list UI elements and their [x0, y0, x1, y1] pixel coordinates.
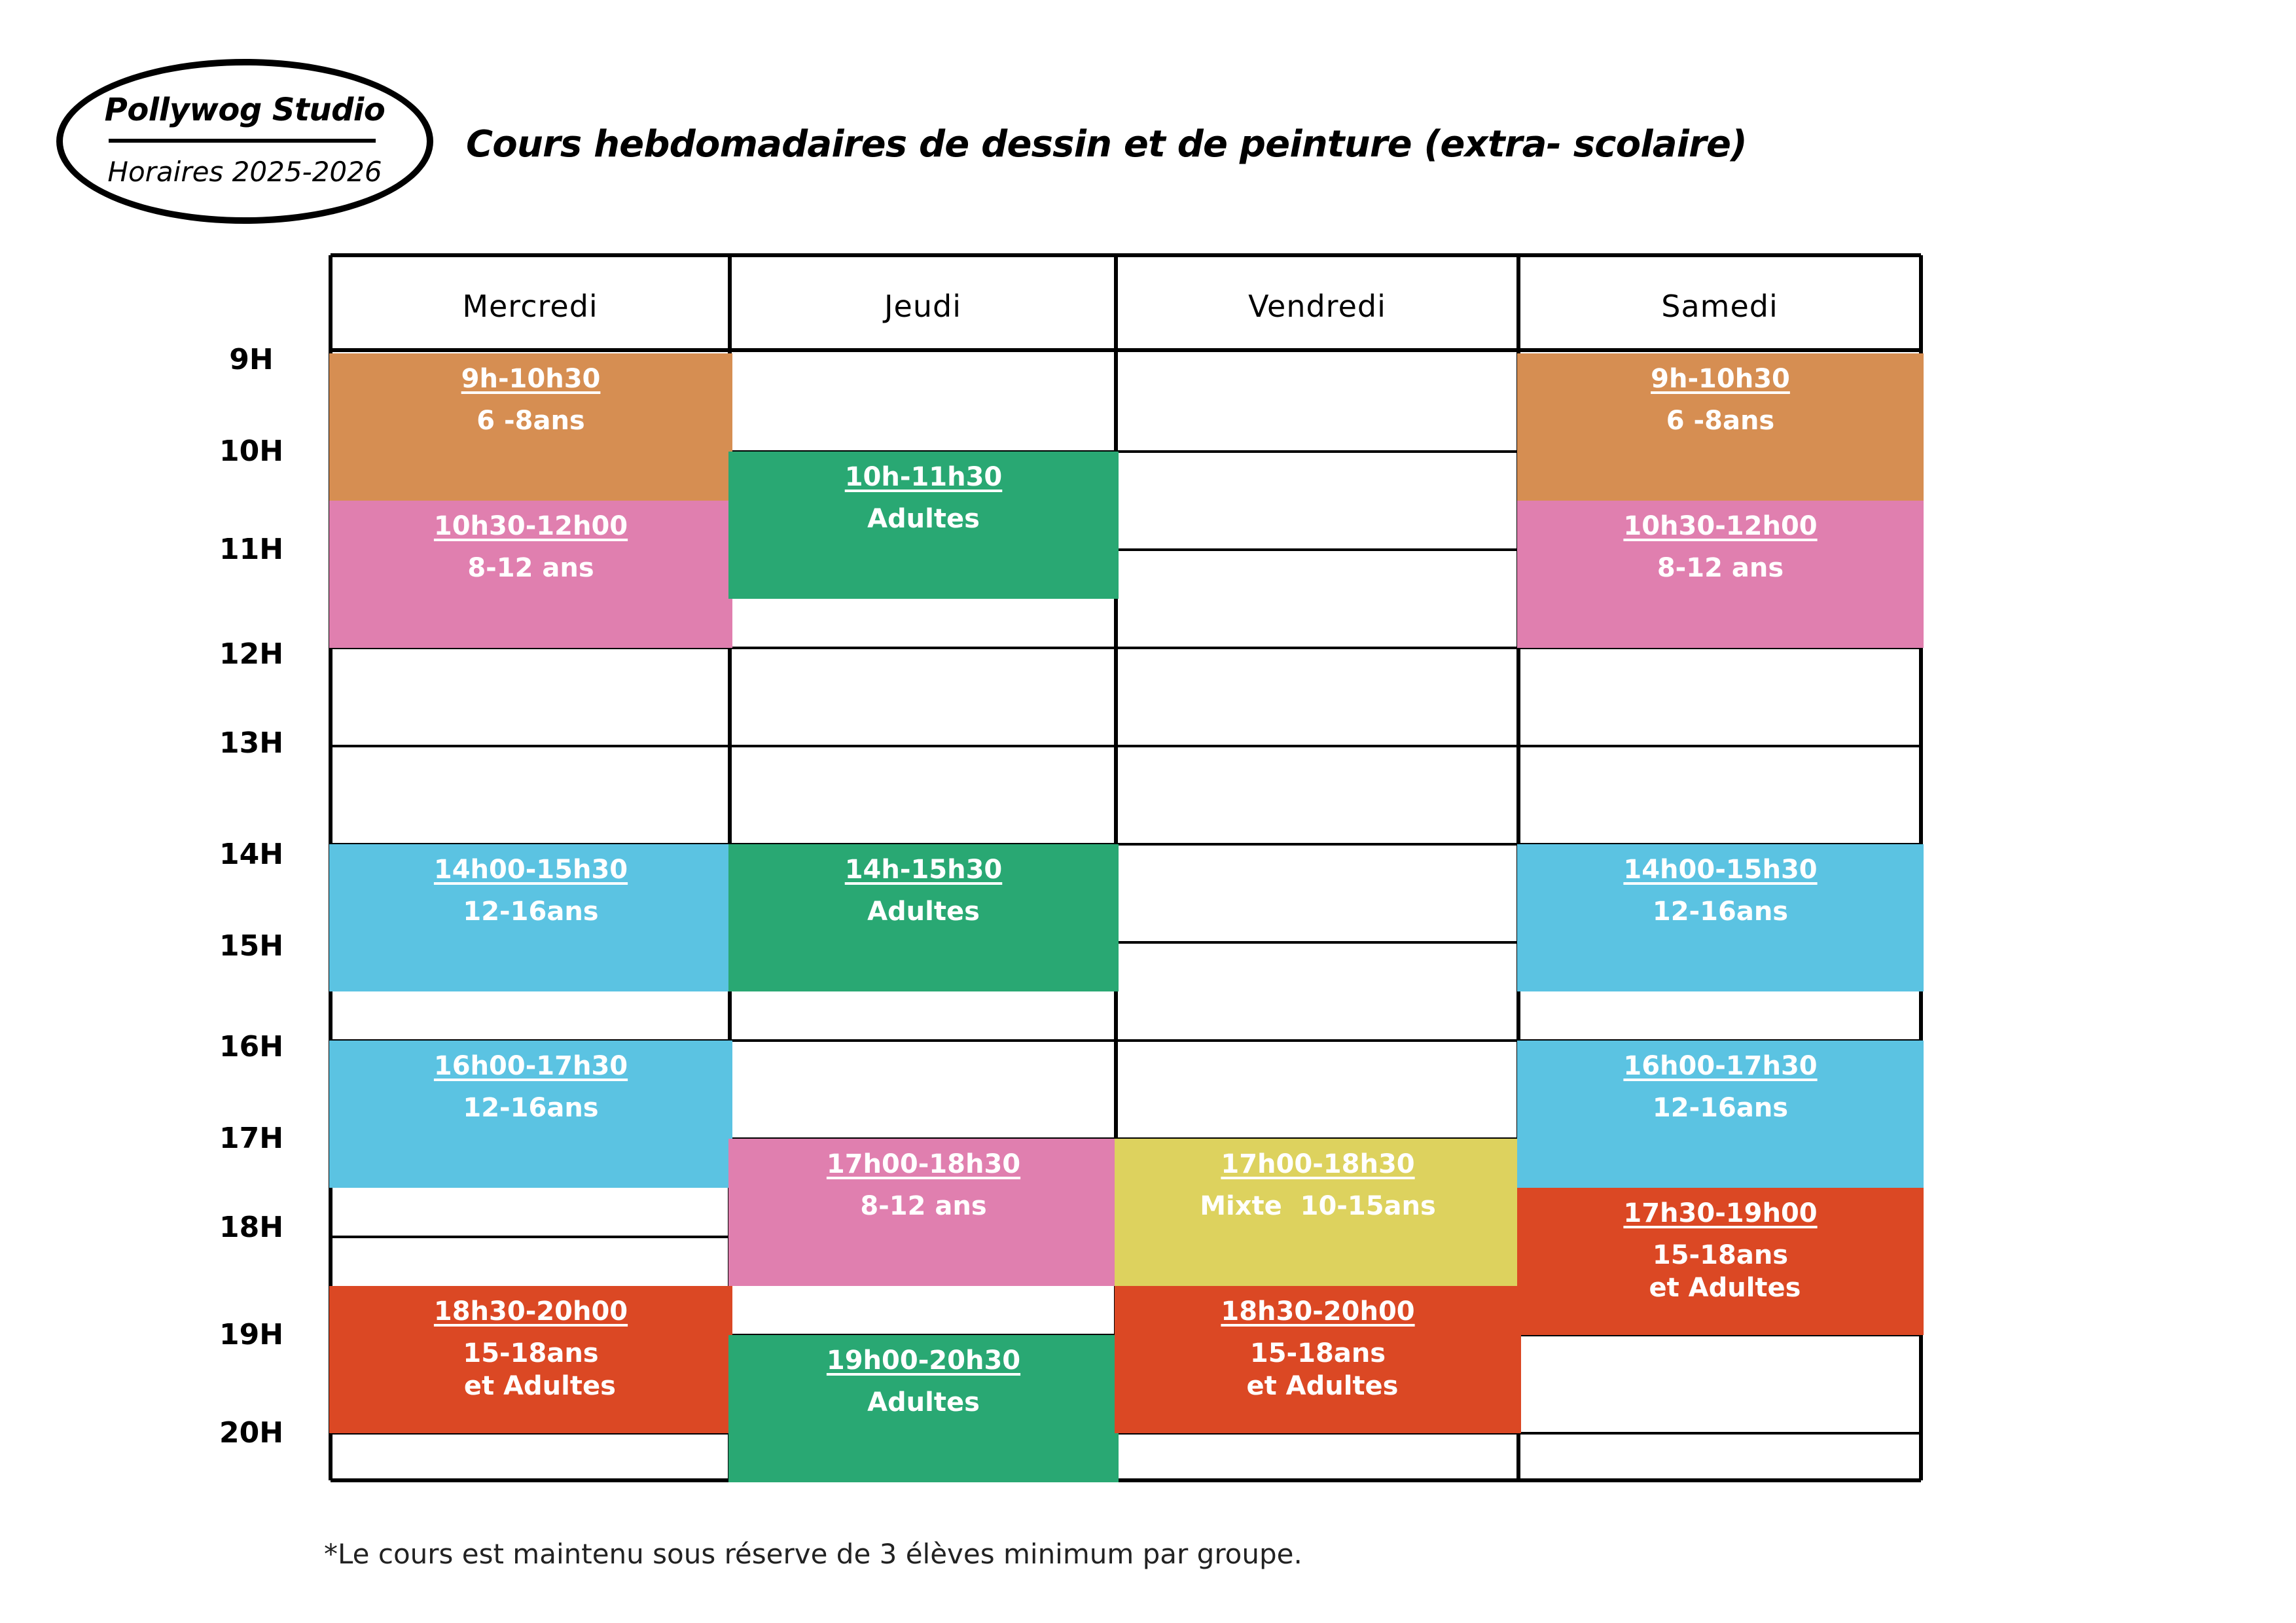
- grid-header-line: [331, 348, 1921, 352]
- hour-label: 17H: [219, 1122, 284, 1155]
- hour-label: 20H: [219, 1416, 284, 1450]
- footnote: *Le cours est maintenu sous réserve de 3…: [324, 1538, 1302, 1570]
- class-time: 9h-10h30: [461, 364, 601, 394]
- day-header-vendredi: Vendredi: [1248, 289, 1386, 324]
- class-time: 17h00-18h30: [1221, 1149, 1415, 1179]
- class-audience: 12-16ans: [1652, 1093, 1789, 1123]
- class-block[interactable]: 19h00-20h30 Adultes: [728, 1335, 1119, 1482]
- hour-label: 10H: [219, 435, 284, 468]
- class-audience: 6 -8ans: [476, 406, 585, 436]
- class-time: 18h30-20h00: [433, 1296, 628, 1327]
- class-block[interactable]: 14h00-15h30 12-16ans: [329, 844, 732, 991]
- class-time: 17h30-19h00: [1623, 1198, 1818, 1228]
- grid-hour-line: [331, 548, 1921, 551]
- class-time: 14h-15h30: [844, 855, 1003, 885]
- class-audience: Adultes: [867, 504, 980, 534]
- logo-oval: [56, 59, 433, 224]
- class-audience: Mixte 10-15ans: [1200, 1191, 1436, 1221]
- class-block[interactable]: 18h30-20h00 15-18ans et Adultes: [329, 1286, 732, 1433]
- class-block[interactable]: 14h-15h30 Adultes: [728, 844, 1119, 991]
- class-block[interactable]: 9h-10h30 6 -8ans: [1517, 353, 1924, 501]
- class-block[interactable]: 16h00-17h30 12-16ans: [329, 1041, 732, 1188]
- class-time: 10h30-12h00: [1623, 511, 1818, 541]
- hour-label: 9H: [229, 343, 274, 376]
- class-time: 19h00-20h30: [826, 1346, 1021, 1376]
- class-audience: 12-16ans: [463, 897, 599, 927]
- day-header-mercredi: Mercredi: [462, 289, 598, 324]
- hour-label: 12H: [219, 637, 284, 671]
- class-block[interactable]: 18h30-20h00 15-18ans et Adultes: [1115, 1286, 1521, 1433]
- class-audience: 6 -8ans: [1666, 406, 1775, 436]
- class-audience: 8-12 ans: [467, 553, 594, 583]
- page-title: Cours hebdomadaires de dessin et de pein…: [466, 123, 1748, 166]
- class-audience: 12-16ans: [1652, 897, 1789, 927]
- day-header-jeudi: Jeudi: [884, 289, 961, 324]
- class-time: 10h-11h30: [844, 462, 1003, 492]
- grid-hour-line: [331, 1039, 1921, 1042]
- grid-hour-line: [331, 647, 1921, 649]
- class-audience: 12-16ans: [463, 1093, 599, 1123]
- grid-header-line: [331, 253, 1921, 257]
- brand-name: Pollywog Studio: [104, 92, 386, 128]
- class-block[interactable]: 16h00-17h30 12-16ans: [1517, 1041, 1924, 1188]
- class-time: 16h00-17h30: [1623, 1051, 1818, 1081]
- class-block[interactable]: 10h30-12h00 8-12 ans: [1517, 501, 1924, 648]
- class-audience: 15-18ans et Adultes: [1246, 1338, 1399, 1401]
- class-block[interactable]: 17h30-19h00 15-18ans et Adultes: [1517, 1188, 1924, 1335]
- grid-hour-line: [331, 941, 1921, 944]
- grid-bottom-line: [331, 1478, 1921, 1482]
- class-block[interactable]: 17h00-18h30 Mixte 10-15ans: [1115, 1139, 1521, 1286]
- class-time: 10h30-12h00: [433, 511, 628, 541]
- day-header-samedi: Samedi: [1661, 289, 1778, 324]
- class-time: 14h00-15h30: [433, 855, 628, 885]
- hour-label: 18H: [219, 1211, 284, 1244]
- logo-divider: [109, 139, 376, 143]
- hour-label: 14H: [219, 838, 284, 871]
- class-audience: Adultes: [867, 897, 980, 927]
- class-time: 17h00-18h30: [826, 1149, 1021, 1179]
- class-audience: 8-12 ans: [1657, 553, 1784, 583]
- class-block[interactable]: 17h00-18h30 8-12 ans: [728, 1139, 1119, 1286]
- hour-label: 15H: [219, 929, 284, 963]
- class-time: 16h00-17h30: [433, 1051, 628, 1081]
- class-audience: 15-18ans et Adultes: [463, 1338, 616, 1401]
- class-block[interactable]: 10h-11h30 Adultes: [728, 452, 1119, 599]
- class-time: 18h30-20h00: [1221, 1296, 1415, 1327]
- hour-label: 19H: [219, 1318, 284, 1351]
- brand-subtitle: Horaires 2025-2026: [107, 156, 382, 188]
- class-block[interactable]: 10h30-12h00 8-12 ans: [329, 501, 732, 648]
- class-audience: 15-18ans et Adultes: [1649, 1240, 1801, 1303]
- class-audience: 8-12 ans: [860, 1191, 987, 1221]
- class-time: 9h-10h30: [1651, 364, 1790, 394]
- grid-hour-line: [331, 843, 1921, 846]
- hour-label: 11H: [219, 533, 284, 566]
- class-time: 14h00-15h30: [1623, 855, 1818, 885]
- class-block[interactable]: 14h00-15h30 12-16ans: [1517, 844, 1924, 991]
- hour-label: 16H: [219, 1030, 284, 1063]
- grid-hour-line: [331, 450, 1921, 453]
- grid-hour-line: [331, 1432, 1921, 1435]
- hour-label: 13H: [219, 726, 284, 760]
- class-audience: Adultes: [867, 1387, 980, 1418]
- grid-hour-line: [331, 745, 1921, 747]
- class-block[interactable]: 9h-10h30 6 -8ans: [329, 353, 732, 501]
